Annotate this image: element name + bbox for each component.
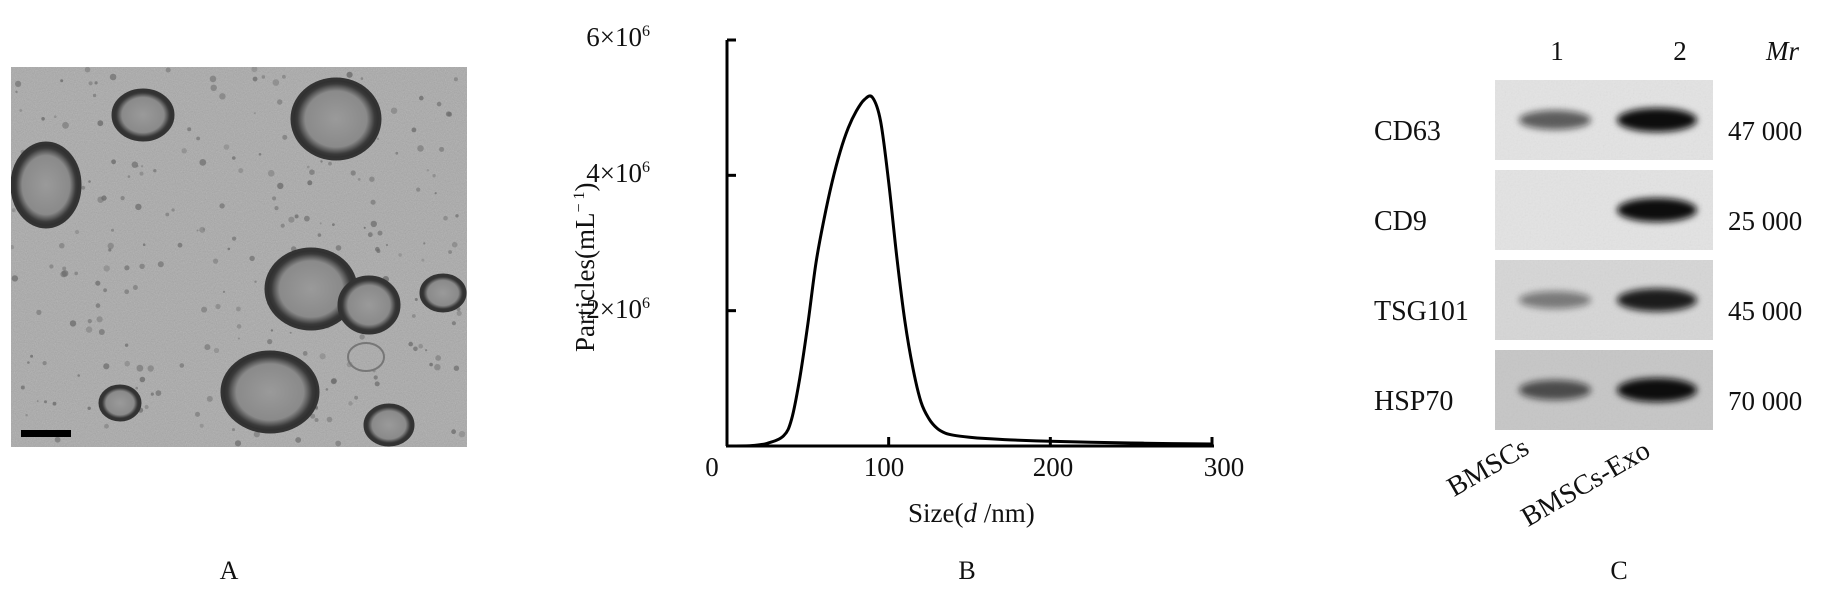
blot-row-cd9 — [1495, 170, 1713, 250]
y-tick-label-2e6: 2×106 — [586, 294, 650, 324]
mr-header: Mr — [1766, 36, 1799, 66]
size-distribution-chart: 6×106 4×106 2×106 0 100 200 300 Size(d /… — [560, 20, 1260, 560]
blot-row-tsg101 — [1495, 260, 1713, 340]
blot-row-cd63 — [1495, 80, 1713, 160]
lane-number-1: 1 — [1550, 36, 1564, 66]
mw-label-cd63: 47 000 — [1728, 116, 1803, 146]
mw-label-tsg101: 45 000 — [1728, 296, 1803, 326]
western-blot-panel: 1 2 Mr CD63 CD9 TSG101 HSP70 47 000 25 0… — [1370, 30, 1830, 550]
blot-band — [1519, 291, 1591, 309]
protein-label-hsp70: HSP70 — [1374, 386, 1454, 417]
vesicles — [11, 77, 467, 447]
lane-sample-label-2: BMSCs-Exo — [1516, 434, 1656, 534]
scale-bar — [21, 430, 71, 437]
lane-number-2: 2 — [1673, 36, 1687, 66]
mw-label-hsp70: 70 000 — [1728, 386, 1803, 416]
protein-label-cd63: CD63 — [1374, 116, 1441, 147]
panel-label-c: C — [1610, 556, 1628, 585]
blot-band — [1617, 108, 1697, 132]
blot-band — [1617, 288, 1697, 312]
x-tick-label-300: 300 — [1203, 452, 1245, 482]
y-axis-title: Particles(mL− 1) — [570, 182, 600, 353]
blot-row-hsp70 — [1495, 350, 1713, 430]
x-tick-label-0: 0 — [705, 452, 719, 482]
y-tick-label-6e6: 6×106 — [586, 22, 650, 52]
blot-band — [1617, 378, 1697, 402]
panel-label-b: B — [958, 556, 976, 585]
mw-label-cd9: 25 000 — [1728, 206, 1803, 236]
blot-band — [1519, 380, 1591, 400]
series-line — [726, 94, 1213, 448]
blot-band — [1519, 110, 1591, 130]
x-tick-label-200: 200 — [1032, 452, 1074, 482]
blot-band — [1617, 198, 1697, 222]
x-axis-title: Size(d /nm) — [908, 498, 1035, 528]
chart-plot-area — [725, 38, 1214, 448]
y-tick-label-4e6: 4×106 — [586, 158, 650, 188]
y-ticks — [727, 38, 736, 313]
lane-sample-label-1: BMSCs — [1442, 431, 1535, 504]
x-tick-label-100: 100 — [863, 452, 905, 482]
blot-strips — [1495, 80, 1713, 430]
tem-image — [11, 67, 467, 447]
protein-label-tsg101: TSG101 — [1374, 296, 1469, 327]
panel-label-a: A — [219, 556, 239, 585]
protein-label-cd9: CD9 — [1374, 206, 1427, 237]
